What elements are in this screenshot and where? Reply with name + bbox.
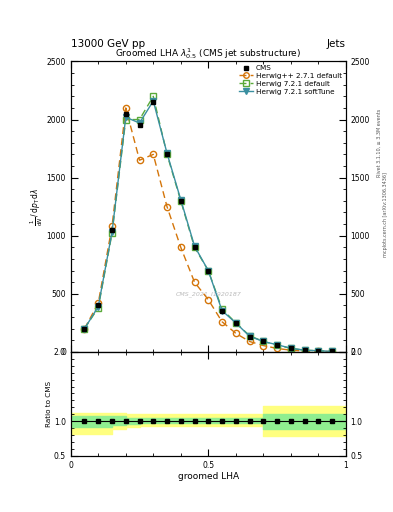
Herwig 7.2.1 default — [110, 230, 114, 237]
Herwig 7.2.1 default — [247, 333, 252, 339]
X-axis label: groomed LHA: groomed LHA — [178, 472, 239, 481]
CMS — [275, 342, 279, 348]
Herwig 7.2.1 default — [302, 347, 307, 353]
Herwig 7.2.1 softTune — [110, 229, 114, 236]
Herwig 7.2.1 default — [192, 244, 197, 250]
Herwig++ 2.7.1 default — [316, 348, 321, 354]
Herwig++ 2.7.1 default — [247, 338, 252, 345]
Herwig 7.2.1 softTune — [151, 98, 156, 104]
Herwig 7.2.1 default — [137, 116, 142, 122]
Herwig 7.2.1 softTune — [220, 308, 224, 314]
CMS — [178, 198, 183, 204]
Herwig 7.2.1 default — [165, 152, 169, 158]
Herwig 7.2.1 softTune — [123, 114, 128, 120]
Herwig++ 2.7.1 default — [96, 300, 101, 306]
Herwig++ 2.7.1 default — [82, 326, 87, 332]
Text: Jets: Jets — [327, 38, 346, 49]
Herwig++ 2.7.1 default — [302, 348, 307, 354]
Herwig 7.2.1 softTune — [178, 197, 183, 203]
CMS — [206, 268, 211, 274]
Herwig++ 2.7.1 default — [192, 279, 197, 285]
Herwig++ 2.7.1 default — [151, 152, 156, 158]
Herwig 7.2.1 default — [275, 342, 279, 348]
Herwig 7.2.1 softTune — [233, 320, 238, 326]
Herwig++ 2.7.1 default — [110, 223, 114, 229]
Herwig++ 2.7.1 default — [123, 105, 128, 111]
Herwig 7.2.1 softTune — [316, 348, 321, 354]
Herwig 7.2.1 default — [151, 93, 156, 99]
Herwig 7.2.1 default — [123, 116, 128, 122]
CMS — [247, 334, 252, 340]
CMS — [96, 303, 101, 309]
Herwig 7.2.1 softTune — [275, 342, 279, 348]
Y-axis label: $\frac{1}{\mathrm{d}N}\,/\,\mathrm{d}p_{\mathrm{T}}\,\mathrm{d}\lambda$: $\frac{1}{\mathrm{d}N}\,/\,\mathrm{d}p_{… — [29, 187, 45, 226]
Line: CMS: CMS — [82, 100, 334, 354]
Herwig 7.2.1 softTune — [165, 150, 169, 156]
Y-axis label: Ratio to CMS: Ratio to CMS — [46, 381, 52, 427]
Herwig++ 2.7.1 default — [275, 346, 279, 352]
Text: mcplots.cern.ch [arXiv:1306.3436]: mcplots.cern.ch [arXiv:1306.3436] — [383, 173, 387, 258]
Herwig 7.2.1 default — [206, 268, 211, 274]
Title: Groomed LHA $\lambda^{1}_{0.5}$ (CMS jet substructure): Groomed LHA $\lambda^{1}_{0.5}$ (CMS jet… — [115, 47, 301, 61]
Herwig 7.2.1 default — [288, 346, 293, 352]
CMS — [110, 227, 114, 233]
Herwig 7.2.1 default — [316, 348, 321, 354]
CMS — [137, 122, 142, 129]
CMS — [302, 347, 307, 353]
Herwig 7.2.1 default — [178, 198, 183, 204]
Text: Rivet 3.1.10, ≥ 3.3M events: Rivet 3.1.10, ≥ 3.3M events — [377, 109, 382, 178]
Line: Herwig 7.2.1 softTune: Herwig 7.2.1 softTune — [84, 101, 332, 351]
Herwig 7.2.1 softTune — [137, 120, 142, 126]
Herwig 7.2.1 default — [330, 348, 334, 354]
Legend: CMS, Herwig++ 2.7.1 default, Herwig 7.2.1 default, Herwig 7.2.1 softTune: CMS, Herwig++ 2.7.1 default, Herwig 7.2.… — [237, 63, 343, 96]
CMS — [151, 99, 156, 105]
CMS — [192, 244, 197, 250]
CMS — [165, 152, 169, 158]
Herwig 7.2.1 softTune — [302, 347, 307, 353]
Herwig 7.2.1 softTune — [82, 326, 87, 332]
Herwig++ 2.7.1 default — [233, 330, 238, 336]
Herwig++ 2.7.1 default — [178, 244, 183, 250]
Herwig++ 2.7.1 default — [137, 157, 142, 163]
CMS — [233, 320, 238, 326]
Herwig++ 2.7.1 default — [288, 347, 293, 353]
Text: CMS_2021_I1920187: CMS_2021_I1920187 — [175, 291, 241, 296]
Line: Herwig 7.2.1 default: Herwig 7.2.1 default — [84, 96, 332, 351]
CMS — [82, 326, 87, 332]
Herwig++ 2.7.1 default — [220, 318, 224, 325]
CMS — [220, 308, 224, 314]
Herwig 7.2.1 default — [96, 305, 101, 311]
Herwig 7.2.1 softTune — [96, 304, 101, 310]
Herwig 7.2.1 softTune — [330, 348, 334, 354]
Herwig++ 2.7.1 default — [261, 343, 266, 349]
Herwig 7.2.1 softTune — [192, 243, 197, 249]
Herwig 7.2.1 softTune — [261, 338, 266, 345]
Herwig 7.2.1 softTune — [247, 333, 252, 339]
Herwig++ 2.7.1 default — [206, 296, 211, 303]
Herwig 7.2.1 softTune — [288, 345, 293, 351]
CMS — [316, 348, 321, 354]
Herwig 7.2.1 default — [220, 306, 224, 312]
Herwig 7.2.1 default — [261, 338, 266, 345]
Herwig 7.2.1 default — [82, 326, 87, 332]
CMS — [288, 346, 293, 352]
Text: 13000 GeV pp: 13000 GeV pp — [71, 38, 145, 49]
Herwig++ 2.7.1 default — [330, 349, 334, 355]
CMS — [123, 111, 128, 117]
CMS — [261, 338, 266, 345]
Herwig 7.2.1 default — [233, 320, 238, 326]
Herwig++ 2.7.1 default — [165, 204, 169, 210]
Herwig 7.2.1 softTune — [206, 268, 211, 274]
Line: Herwig++ 2.7.1 default: Herwig++ 2.7.1 default — [84, 108, 332, 352]
CMS — [330, 348, 334, 354]
